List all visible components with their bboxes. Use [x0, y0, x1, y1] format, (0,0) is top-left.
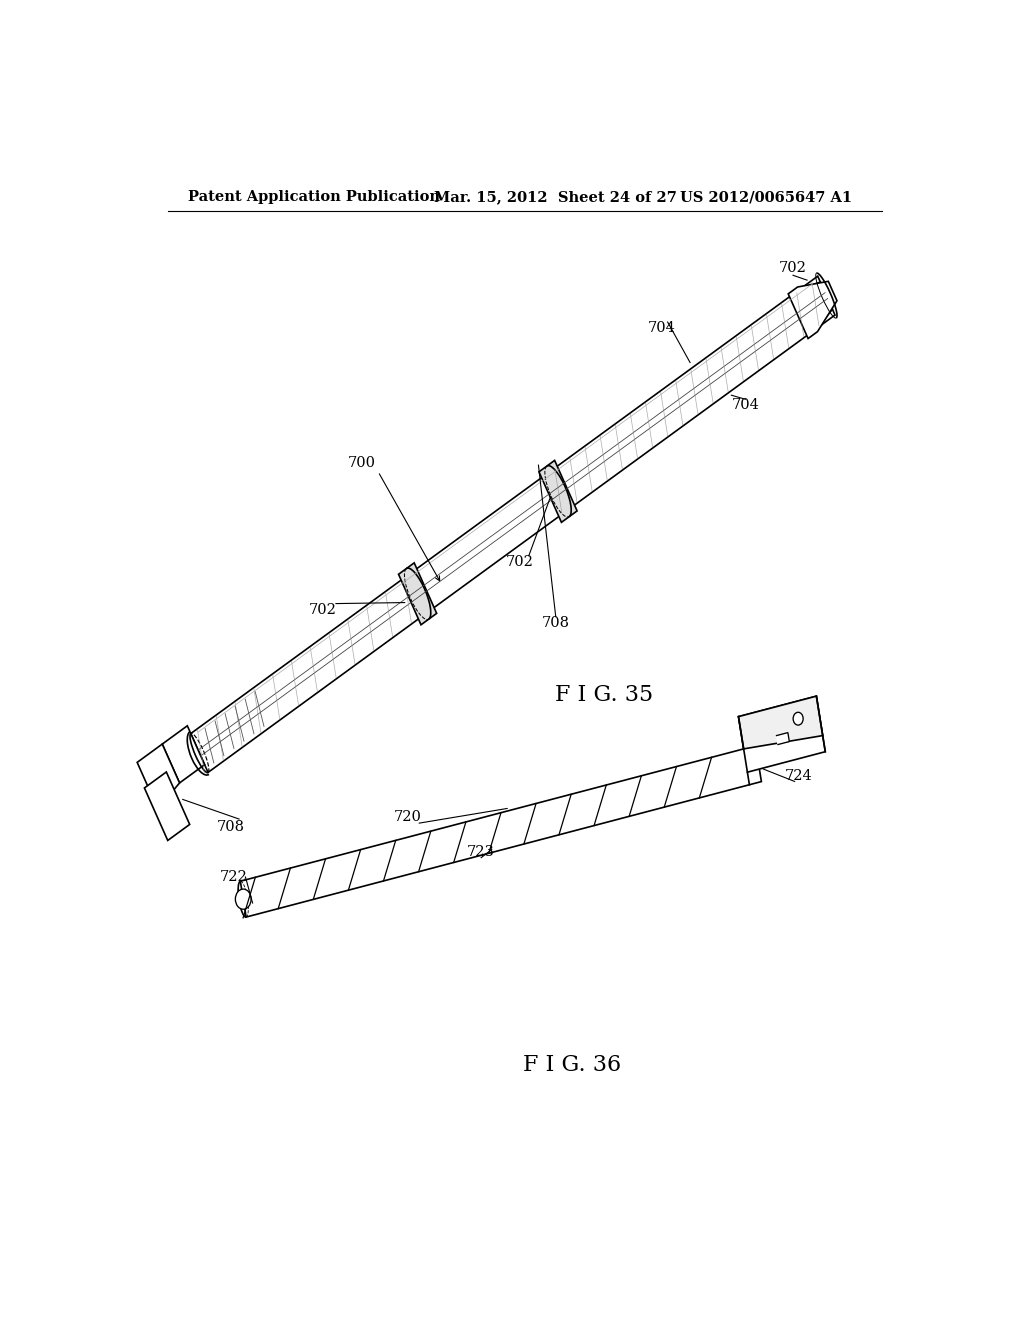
Text: 704: 704	[647, 321, 675, 335]
Text: US 2012/0065647 A1: US 2012/0065647 A1	[680, 190, 852, 205]
Text: 700: 700	[348, 457, 376, 470]
Text: 708: 708	[217, 820, 245, 834]
Polygon shape	[398, 562, 436, 624]
Circle shape	[236, 890, 251, 909]
Text: 724: 724	[784, 770, 812, 783]
Text: F I G. 36: F I G. 36	[523, 1055, 622, 1076]
Circle shape	[794, 713, 803, 725]
Polygon shape	[408, 473, 565, 615]
Polygon shape	[190, 576, 424, 772]
Polygon shape	[539, 461, 578, 523]
Polygon shape	[799, 282, 833, 329]
Text: 702: 702	[308, 603, 336, 616]
Polygon shape	[162, 726, 205, 783]
Text: 720: 720	[394, 810, 422, 824]
Polygon shape	[241, 746, 762, 917]
Text: 702: 702	[506, 554, 534, 569]
Polygon shape	[137, 744, 179, 796]
Polygon shape	[788, 281, 837, 338]
Text: Mar. 15, 2012  Sheet 24 of 27: Mar. 15, 2012 Sheet 24 of 27	[433, 190, 677, 205]
Text: 723: 723	[467, 845, 495, 858]
Text: 704: 704	[731, 399, 760, 412]
Polygon shape	[776, 733, 790, 744]
Polygon shape	[548, 276, 835, 512]
Text: F I G. 35: F I G. 35	[555, 684, 653, 706]
Text: 702: 702	[779, 261, 807, 275]
Polygon shape	[738, 696, 825, 772]
Text: 708: 708	[542, 616, 569, 630]
Text: 722: 722	[220, 870, 248, 884]
Polygon shape	[144, 772, 189, 841]
Polygon shape	[738, 696, 822, 748]
Text: Patent Application Publication: Patent Application Publication	[187, 190, 439, 205]
